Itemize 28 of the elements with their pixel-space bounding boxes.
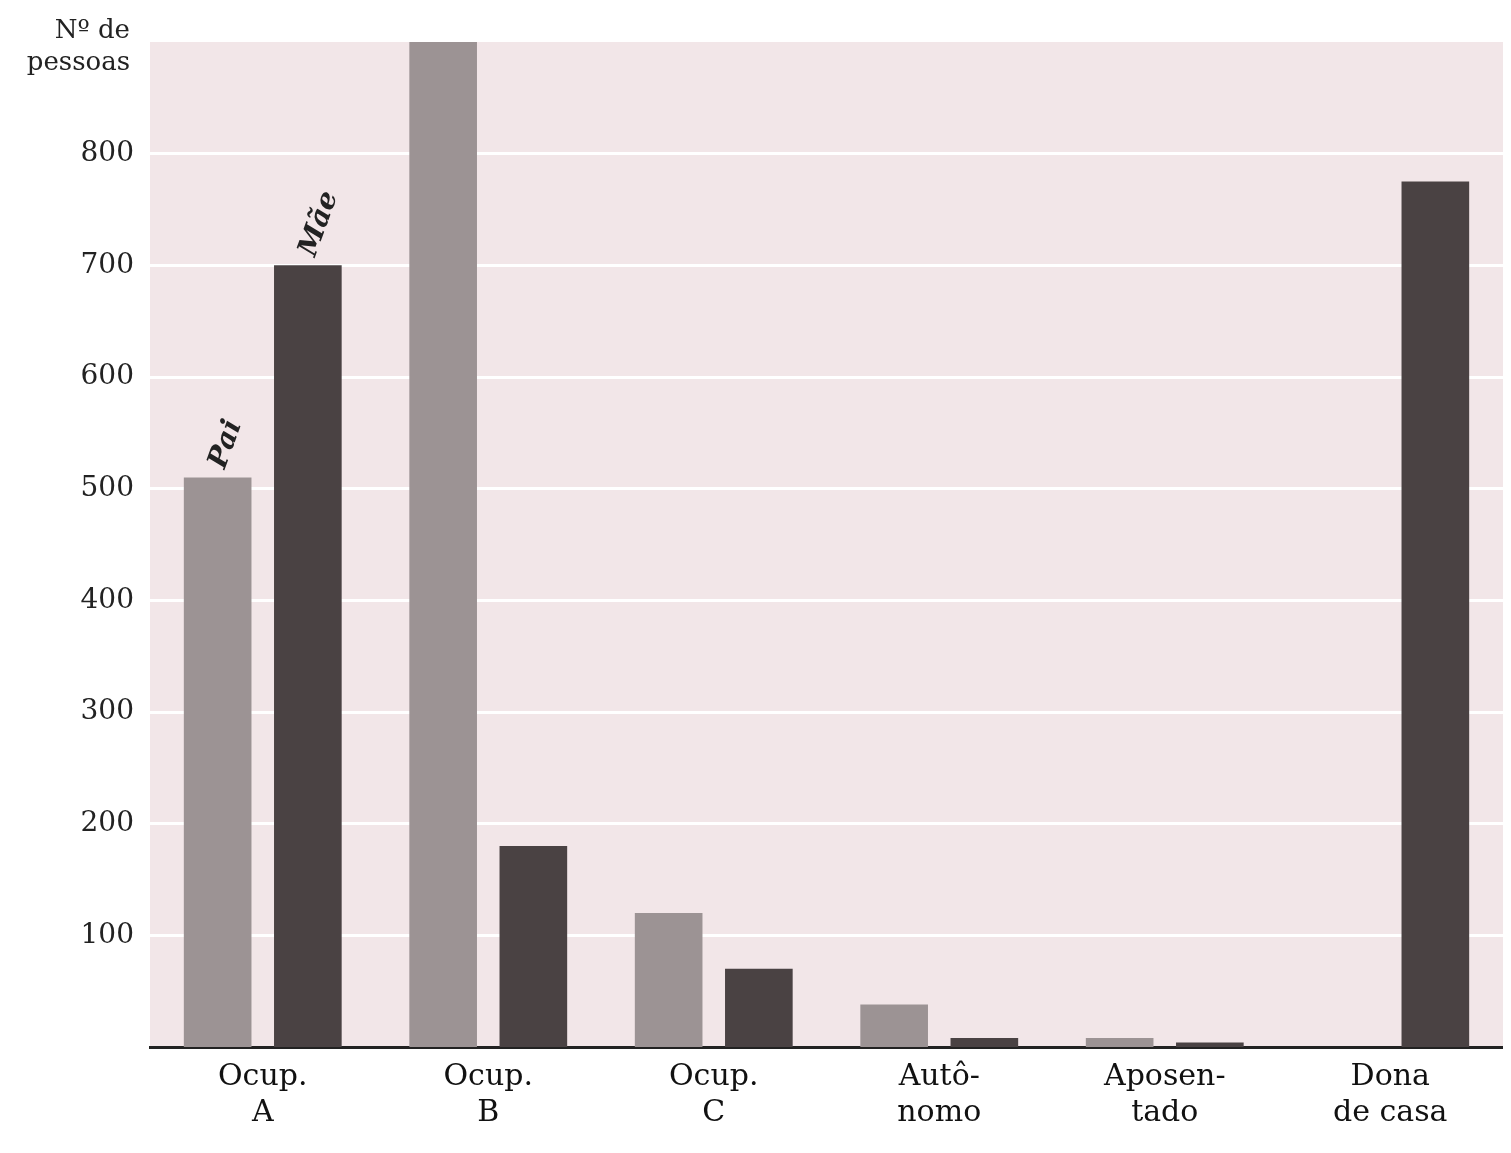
bar: [725, 968, 793, 1047]
bar: [409, 42, 477, 1047]
bar: [1401, 181, 1470, 1047]
bar: [860, 1004, 928, 1047]
text: Pai: [199, 414, 248, 474]
y-tick-label: 700: [80, 246, 134, 280]
x-tick-label: Aposen- tado: [1102, 1056, 1226, 1128]
bar: [950, 1038, 1019, 1047]
y-tick-label: 600: [80, 358, 134, 392]
x-tick-label: Autô- nomo: [897, 1056, 982, 1128]
x-tick-label: Ocup. A: [218, 1056, 308, 1128]
bar: [634, 913, 703, 1047]
y-axis-title: Nº de pessoas: [26, 14, 130, 76]
bar: [499, 846, 568, 1047]
bar: [274, 265, 342, 1047]
y-tick-label: 200: [80, 804, 134, 838]
x-tick-label: Dona de casa: [1333, 1056, 1448, 1128]
text: Mãe: [289, 186, 345, 262]
x-tick-label: Ocup. C: [669, 1056, 759, 1128]
x-tick-label: Ocup. B: [443, 1056, 533, 1128]
bar: [183, 477, 252, 1047]
bar: [1176, 1042, 1244, 1047]
bar: [1085, 1038, 1154, 1047]
y-tick-label: 400: [80, 581, 134, 615]
y-tick-label: 500: [80, 469, 134, 503]
y-tick-label: 100: [80, 916, 134, 950]
y-tick-label: 300: [80, 693, 134, 727]
y-tick-label: 800: [80, 134, 134, 168]
